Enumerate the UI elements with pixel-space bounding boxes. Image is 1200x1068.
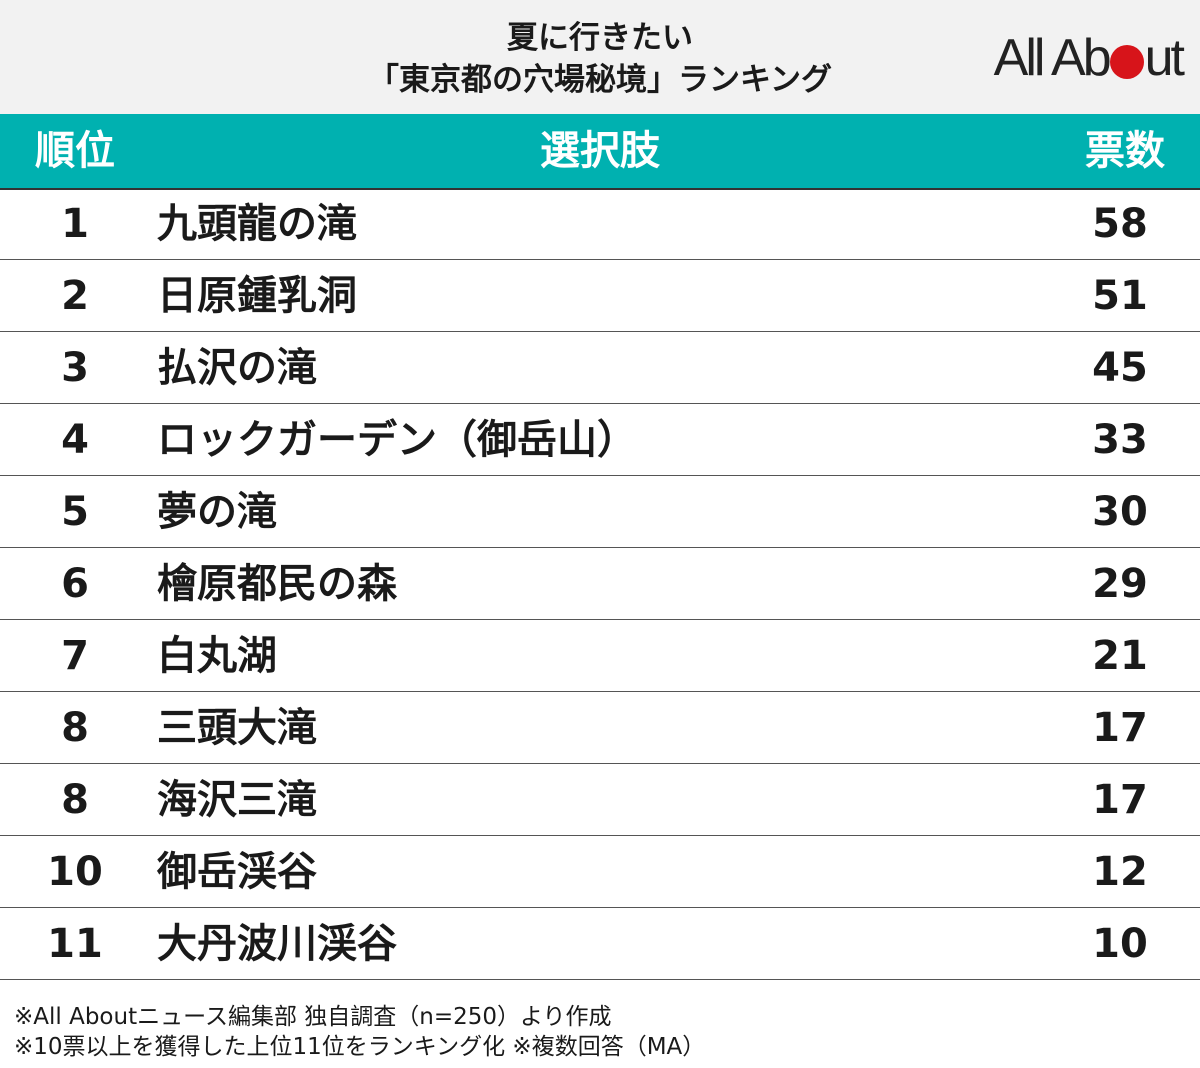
table-row: 6 檜原都民の森 29 xyxy=(0,548,1200,620)
votes-cell: 17 xyxy=(1092,777,1148,823)
choice-cell: 払沢の滝 xyxy=(157,345,317,391)
footnote-source: ※All Aboutニュース編集部 独自調査（n=250）より作成 xyxy=(14,1004,612,1030)
table-row: 1 九頭龍の滝 58 xyxy=(0,188,1200,260)
table-row: 11 大丹波川渓谷 10 xyxy=(0,908,1200,980)
table-row: 7 白丸湖 21 xyxy=(0,620,1200,692)
choice-cell: 九頭龍の滝 xyxy=(157,201,357,247)
choice-cell: 大丹波川渓谷 xyxy=(157,921,397,967)
rank-cell: 3 xyxy=(61,345,89,391)
rank-cell: 8 xyxy=(61,777,89,823)
footnotes: ※All Aboutニュース編集部 独自調査（n=250）より作成 ※10票以上… xyxy=(14,1002,1194,1062)
title-line-1: 夏に行きたい xyxy=(507,20,693,56)
header-rank: 順位 xyxy=(35,128,115,174)
title-banner: 夏に行きたい 「東京都の穴場秘境」ランキング All Ab ut xyxy=(0,0,1200,114)
table-header: 順位 選択肢 票数 xyxy=(0,114,1200,190)
choice-cell: 白丸湖 xyxy=(157,633,277,679)
table-row: 8 海沢三滝 17 xyxy=(0,764,1200,836)
votes-cell: 33 xyxy=(1092,417,1148,463)
table-body: 1 九頭龍の滝 58 2 日原鍾乳洞 51 3 払沢の滝 45 4 ロックガーデン（御岳山） 33 5 夢… xyxy=(0,188,1200,980)
rank-cell: 10 xyxy=(47,849,103,895)
choice-cell: 檜原都民の森 xyxy=(157,561,397,607)
votes-cell: 12 xyxy=(1092,849,1148,895)
votes-cell: 17 xyxy=(1092,705,1148,751)
table-row: 8 三頭大滝 17 xyxy=(0,692,1200,764)
title-line-2: 「東京都の穴場秘境」ランキング xyxy=(367,62,833,98)
rank-cell: 8 xyxy=(61,705,89,751)
allabout-logo: All Ab ut xyxy=(993,29,1185,87)
logo-red-dot-icon xyxy=(1109,45,1144,79)
votes-cell: 21 xyxy=(1092,633,1148,679)
choice-cell: 日原鍾乳洞 xyxy=(157,273,357,319)
rank-cell: 4 xyxy=(61,417,89,463)
logo-text-end: ut xyxy=(1144,29,1185,87)
votes-cell: 29 xyxy=(1092,561,1148,607)
votes-cell: 51 xyxy=(1092,273,1148,319)
rank-cell: 1 xyxy=(61,201,89,247)
votes-cell: 58 xyxy=(1092,201,1148,247)
votes-cell: 30 xyxy=(1092,489,1148,535)
rank-cell: 6 xyxy=(61,561,89,607)
rank-cell: 11 xyxy=(47,921,103,967)
table-row: 3 払沢の滝 45 xyxy=(0,332,1200,404)
choice-cell: 三頭大滝 xyxy=(157,705,317,751)
choice-cell: 御岳渓谷 xyxy=(157,849,317,895)
choice-cell: 海沢三滝 xyxy=(157,777,317,823)
logo-text-start: All Ab xyxy=(993,29,1112,87)
footnote-method: ※10票以上を獲得した上位11位をランキング化 ※複数回答（MA） xyxy=(14,1034,706,1060)
header-votes: 票数 xyxy=(1085,128,1165,174)
votes-cell: 10 xyxy=(1092,921,1148,967)
rank-cell: 7 xyxy=(61,633,89,679)
rank-cell: 2 xyxy=(61,273,89,319)
table-row: 2 日原鍾乳洞 51 xyxy=(0,260,1200,332)
choice-cell: ロックガーデン（御岳山） xyxy=(157,417,637,463)
rank-cell: 5 xyxy=(61,489,89,535)
votes-cell: 45 xyxy=(1092,345,1148,391)
table-row: 10 御岳渓谷 12 xyxy=(0,836,1200,908)
header-choice: 選択肢 xyxy=(540,128,660,174)
table-row: 4 ロックガーデン（御岳山） 33 xyxy=(0,404,1200,476)
choice-cell: 夢の滝 xyxy=(157,489,277,535)
table-row: 5 夢の滝 30 xyxy=(0,476,1200,548)
